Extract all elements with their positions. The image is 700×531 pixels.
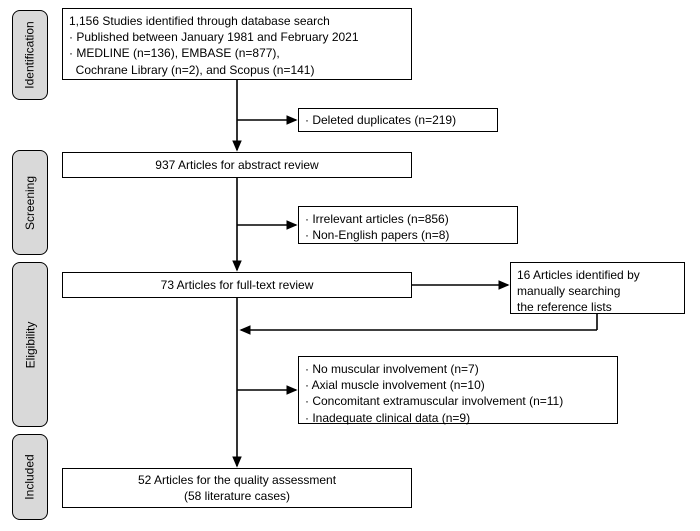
fulltext-line1: 73 Articles for full-text review [161,277,314,293]
excl-line3: · Concomitant extramuscular involvement … [305,393,611,409]
box-exclusions: · No muscular involvement (n=7) · Axial … [298,356,618,424]
dup-line1: · Deleted duplicates (n=219) [305,112,456,128]
stage-screening-text: Screening [23,175,37,229]
manual-line2: manually searching [517,283,678,299]
excl-line2: · Axial muscle involvement (n=10) [305,377,611,393]
ident-line1: 1,156 Studies identified through databas… [69,13,405,29]
stage-included: Included [12,434,48,520]
final-line1: 52 Articles for the quality assessment [138,472,336,488]
box-final: 52 Articles for the quality assessment (… [62,468,412,508]
excl-line4: · Inadequate clinical data (n=9) [305,410,611,426]
box-identification: 1,156 Studies identified through databas… [62,8,412,80]
excl-line1: · No muscular involvement (n=7) [305,361,611,377]
ident-line2: · Published between January 1981 and Feb… [69,29,405,45]
stage-screening: Screening [12,150,48,255]
abstract-line1: 937 Articles for abstract review [155,157,318,173]
ident-line3: · MEDLINE (n=136), EMBASE (n=877), [69,45,405,61]
stage-identification-text: Identification [23,21,37,88]
final-line2: (58 literature cases) [184,488,290,504]
stage-eligibility: Eligibility [12,262,48,427]
manual-line1: 16 Articles identified by [517,267,678,283]
stage-eligibility-text: Eligibility [23,321,37,368]
box-abstract-review: 937 Articles for abstract review [62,152,412,178]
box-duplicates: · Deleted duplicates (n=219) [298,108,498,132]
box-manual-search: 16 Articles identified by manually searc… [510,262,685,314]
box-irrelevant: · Irrelevant articles (n=856) · Non-Engl… [298,206,518,244]
ident-line4: Cochrane Library (n=2), and Scopus (n=14… [69,62,405,78]
irrel-line1: · Irrelevant articles (n=856) [305,211,511,227]
stage-included-text: Included [23,454,37,499]
irrel-line2: · Non-English papers (n=8) [305,227,511,243]
stage-identification: Identification [12,10,48,100]
box-fulltext-review: 73 Articles for full-text review [62,272,412,298]
manual-line3: the reference lists [517,299,678,315]
